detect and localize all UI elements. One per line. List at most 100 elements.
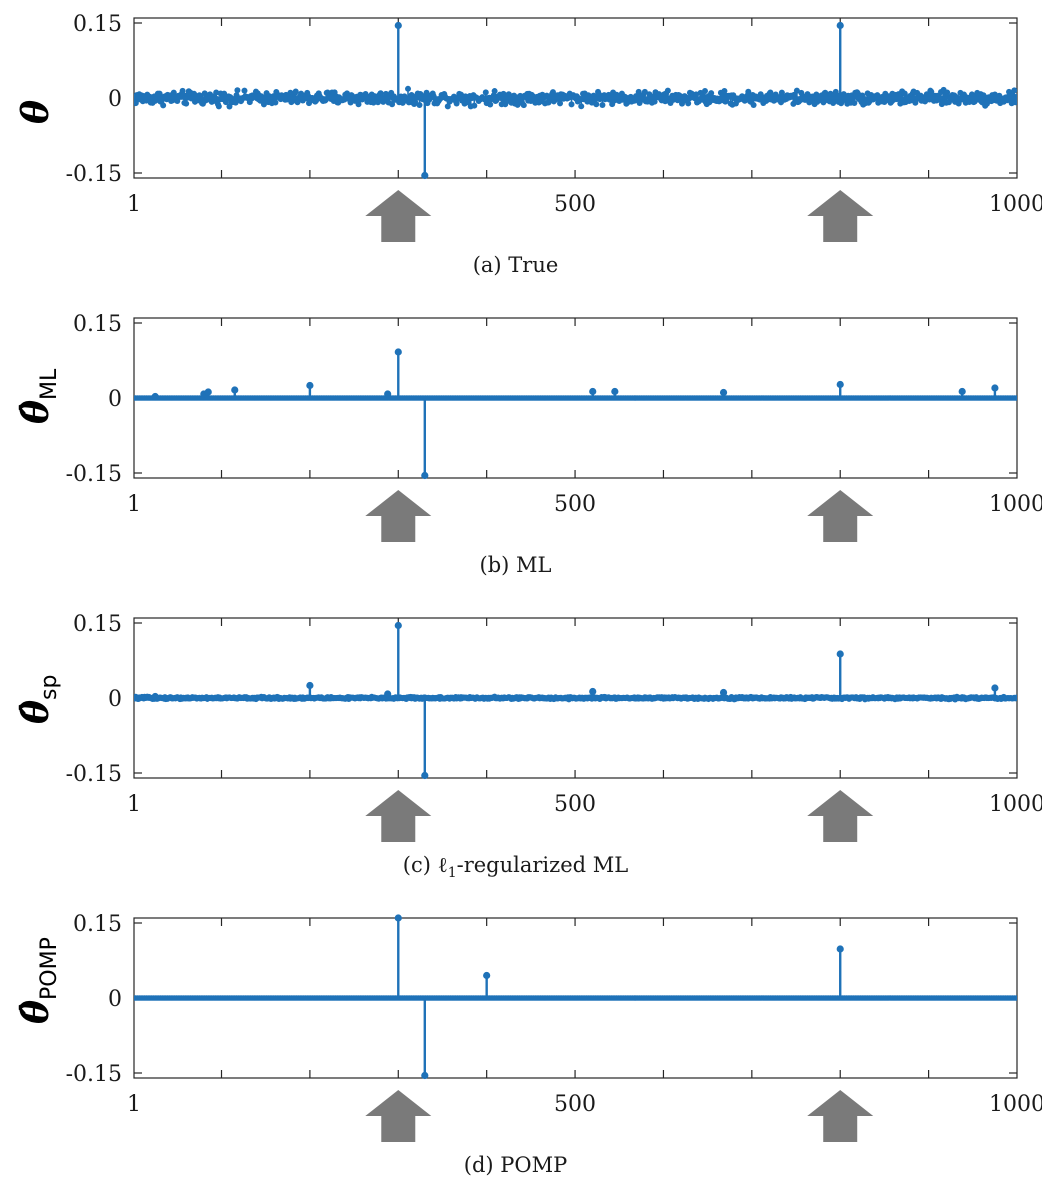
panel-caption: (a) True bbox=[473, 253, 559, 277]
noise-marker bbox=[491, 88, 498, 95]
arrow-marker bbox=[365, 790, 432, 842]
noise-marker bbox=[793, 87, 800, 94]
y-tick-label: -0.15 bbox=[66, 462, 122, 487]
noise-marker bbox=[453, 100, 460, 107]
arrow-marker bbox=[365, 190, 432, 242]
spike-marker bbox=[611, 387, 619, 396]
noise-marker bbox=[226, 103, 233, 110]
caption-part: -regularized ML bbox=[457, 853, 629, 877]
arrow-marker bbox=[807, 490, 874, 542]
spike-marker bbox=[151, 692, 159, 701]
spike-marker bbox=[306, 381, 314, 390]
noise-marker bbox=[355, 101, 362, 108]
noise-marker bbox=[641, 88, 648, 95]
y-tick-label: 0.15 bbox=[73, 612, 122, 637]
y-tick-label: 0 bbox=[108, 687, 122, 712]
noise-marker bbox=[772, 91, 779, 98]
spike-marker bbox=[589, 687, 597, 696]
spike-marker bbox=[394, 348, 402, 356]
spike-marker bbox=[384, 690, 392, 698]
x-tick-label: 1000 bbox=[989, 192, 1042, 217]
noise-marker bbox=[292, 88, 299, 95]
x-tick-label: 1000 bbox=[989, 1092, 1042, 1117]
data-series bbox=[134, 914, 1017, 1080]
data-series bbox=[134, 621, 1017, 780]
y-tick-label: -0.15 bbox=[66, 162, 122, 187]
spike-marker bbox=[719, 688, 728, 697]
x-tick-label: 1 bbox=[127, 1092, 141, 1117]
noise-marker bbox=[750, 101, 757, 108]
spike-marker bbox=[589, 387, 597, 396]
arrow-marker bbox=[807, 790, 874, 842]
noise-marker bbox=[520, 102, 527, 109]
noise-marker bbox=[832, 88, 839, 95]
spike-marker bbox=[231, 386, 239, 394]
spike-marker bbox=[958, 387, 966, 396]
spike-marker bbox=[384, 390, 392, 398]
noise-marker bbox=[685, 100, 692, 107]
noise-marker bbox=[701, 87, 708, 94]
spike-marker bbox=[421, 171, 429, 180]
y-axis-label-symbol: θ̂ bbox=[15, 700, 57, 724]
noise-marker bbox=[721, 87, 728, 94]
noise-marker bbox=[215, 103, 222, 110]
noise-marker bbox=[183, 100, 190, 107]
y-axis-label: θ̂ML bbox=[15, 368, 62, 424]
y-tick-label: 0 bbox=[108, 987, 122, 1012]
noise-marker bbox=[568, 101, 575, 108]
noise-marker bbox=[851, 100, 858, 107]
noise-marker bbox=[767, 89, 774, 96]
spike-marker bbox=[204, 388, 212, 396]
spike-marker bbox=[394, 621, 402, 630]
noise-marker bbox=[234, 87, 241, 94]
x-tick-label: 1000 bbox=[989, 792, 1042, 817]
noise-marker bbox=[928, 88, 935, 95]
noise-marker bbox=[1011, 87, 1017, 94]
noise-marker bbox=[156, 90, 163, 97]
noise-marker bbox=[272, 99, 279, 106]
caption-subscript: 1 bbox=[448, 865, 457, 881]
y-axis-label-symbol: θ̂ bbox=[15, 400, 57, 424]
spike-marker bbox=[394, 21, 402, 30]
spike-marker bbox=[421, 771, 429, 780]
caption-part: (c) ℓ bbox=[403, 853, 448, 877]
y-tick-label: -0.15 bbox=[66, 1062, 122, 1087]
panel-caption: (b) ML bbox=[480, 553, 552, 577]
noise-marker bbox=[487, 101, 494, 108]
x-tick-label: 1 bbox=[127, 192, 141, 217]
spike-marker bbox=[991, 684, 999, 692]
noise-marker bbox=[444, 103, 451, 110]
noise-marker bbox=[221, 90, 228, 97]
spike-marker bbox=[306, 681, 314, 690]
noise-marker bbox=[664, 87, 671, 94]
panel-caption: (c) ℓ1-regularized ML bbox=[403, 853, 628, 881]
noise-marker bbox=[651, 98, 658, 105]
y-tick-label: 0 bbox=[108, 87, 122, 112]
spike-marker bbox=[421, 471, 429, 480]
x-tick-label: 500 bbox=[554, 492, 596, 517]
noise-marker bbox=[901, 90, 908, 97]
noise-marker bbox=[160, 102, 167, 109]
x-tick-label: 1 bbox=[127, 792, 141, 817]
x-tick-label: 500 bbox=[554, 792, 596, 817]
noise-marker bbox=[708, 90, 715, 97]
y-tick-label: -0.15 bbox=[66, 762, 122, 787]
y-tick-label: 0.15 bbox=[73, 312, 122, 337]
spike-marker bbox=[836, 650, 844, 658]
spike-marker bbox=[151, 392, 159, 401]
noise-marker bbox=[549, 89, 556, 96]
y-axis-label-subscript: sp bbox=[37, 675, 62, 700]
data-series bbox=[134, 348, 1017, 480]
x-tick-label: 500 bbox=[554, 1092, 596, 1117]
y-tick-label: 0.15 bbox=[73, 912, 122, 937]
noise-marker bbox=[593, 101, 600, 108]
spike-marker bbox=[719, 388, 728, 397]
chart-panel: 1 500 1000 0.15 0 -0.15 θ (a) True bbox=[15, 12, 1042, 277]
noise-marker bbox=[416, 102, 423, 109]
arrow-marker bbox=[365, 490, 432, 542]
noise-marker bbox=[578, 103, 585, 110]
noise-marker bbox=[500, 90, 507, 97]
